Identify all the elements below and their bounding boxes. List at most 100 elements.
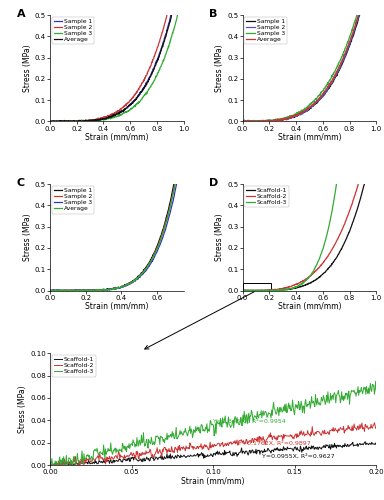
- Scaffold-1: [242, 450, 247, 456]
- Sample 1: [138, 272, 142, 278]
- Scaffold-1: [224, 450, 229, 456]
- Sample 1: [279, 116, 283, 122]
- Sample 1: [63, 288, 67, 294]
- Line: Sample 1: Sample 1: [50, 184, 174, 290]
- Average: [48, 288, 53, 294]
- Average: [356, 12, 361, 18]
- Scaffold-1: [317, 274, 322, 280]
- Sample 2: [48, 118, 52, 124]
- Scaffold-2: [203, 442, 207, 448]
- Sample 1: [357, 12, 362, 18]
- Line: Scaffold-2: Scaffold-2: [243, 184, 358, 290]
- Average: [324, 86, 328, 92]
- Scaffold-3: [373, 378, 378, 384]
- Sample 3: [48, 118, 53, 124]
- Scaffold-2: [255, 287, 259, 293]
- Sample 3: [99, 117, 103, 123]
- Sample 1: [97, 287, 101, 293]
- Average: [138, 272, 143, 278]
- Average: [139, 272, 144, 278]
- Y-axis label: Stress (MPa): Stress (MPa): [23, 44, 32, 92]
- Sample 3: [63, 118, 68, 124]
- X-axis label: Strain (mm/mm): Strain (mm/mm): [181, 476, 245, 486]
- Sample 3: [89, 288, 94, 294]
- Line: Average: Average: [50, 15, 172, 122]
- Line: Scaffold-3: Scaffold-3: [50, 381, 376, 465]
- Sample 2: [98, 288, 102, 294]
- Scaffold-1: [289, 286, 293, 292]
- Legend: Scaffold-1, Scaffold-2, Scaffold-3: Scaffold-1, Scaffold-2, Scaffold-3: [52, 355, 96, 376]
- Sample 2: [121, 104, 126, 110]
- Legend: Sample 1, Sample 2, Sample 3, Average: Sample 1, Sample 2, Sample 3, Average: [52, 186, 94, 214]
- Line: Sample 2: Sample 2: [50, 184, 175, 290]
- Sample 2: [324, 87, 329, 93]
- Sample 1: [136, 92, 141, 98]
- Scaffold-3: [48, 462, 53, 468]
- Scaffold-1: [328, 263, 333, 269]
- Average: [173, 181, 177, 187]
- Sample 1: [325, 87, 329, 93]
- Sample 2: [313, 100, 318, 106]
- Average: [240, 118, 245, 124]
- Sample 1: [135, 93, 140, 99]
- Average: [286, 116, 291, 121]
- Scaffold-1: [315, 444, 320, 450]
- Sample 3: [48, 288, 53, 294]
- Scaffold-1: [329, 262, 334, 268]
- Sample 1: [48, 118, 53, 124]
- Legend: Sample 1, Sample 2, Sample 3, Average: Sample 1, Sample 2, Sample 3, Average: [244, 17, 287, 44]
- Sample 1: [48, 118, 52, 124]
- Average: [96, 117, 101, 123]
- Sample 2: [63, 287, 68, 293]
- Sample 1: [88, 287, 93, 293]
- Line: Scaffold-1: Scaffold-1: [243, 184, 364, 290]
- Scaffold-1: [48, 462, 52, 468]
- Average: [48, 118, 52, 124]
- Scaffold-2: [278, 286, 283, 292]
- Scaffold-2: [224, 442, 229, 448]
- X-axis label: Strain (mm/mm): Strain (mm/mm): [278, 302, 341, 311]
- Scaffold-2: [205, 444, 209, 450]
- Sample 2: [325, 87, 329, 93]
- Scaffold-1: [367, 441, 371, 447]
- Scaffold-2: [48, 462, 52, 468]
- Sample 2: [132, 92, 137, 98]
- Scaffold-3: [278, 287, 282, 293]
- Line: Average: Average: [50, 184, 175, 290]
- Sample 1: [96, 116, 101, 122]
- Sample 1: [314, 100, 319, 105]
- Sample 1: [255, 118, 259, 124]
- Scaffold-3: [252, 288, 257, 294]
- Sample 3: [140, 94, 145, 100]
- Text: D: D: [209, 178, 218, 188]
- Scaffold-1: [280, 287, 285, 293]
- Sample 3: [175, 12, 180, 18]
- Sample 2: [126, 280, 131, 286]
- Sample 2: [172, 180, 177, 186]
- Scaffold-3: [241, 288, 245, 294]
- Line: Sample 2: Sample 2: [50, 14, 167, 122]
- Line: Scaffold-1: Scaffold-1: [50, 442, 376, 465]
- Average: [63, 288, 68, 294]
- Sample 3: [98, 288, 103, 294]
- Sample 1: [137, 272, 142, 278]
- Sample 2: [254, 118, 259, 124]
- Scaffold-2: [324, 256, 329, 262]
- Average: [62, 118, 67, 124]
- Scaffold-3: [334, 180, 339, 186]
- Bar: [243, 283, 271, 290]
- Sample 1: [126, 280, 130, 286]
- Scaffold-2: [374, 424, 379, 430]
- Sample 1: [169, 12, 173, 18]
- Sample 2: [139, 272, 143, 278]
- Scaffold-1: [203, 455, 207, 461]
- Sample 2: [48, 288, 52, 294]
- Scaffold-2: [242, 441, 247, 447]
- Sample 2: [86, 118, 90, 124]
- Scaffold-1: [363, 438, 367, 444]
- Average: [313, 100, 318, 105]
- Text: Y=0.0955X, R²=0.9627: Y=0.0955X, R²=0.9627: [262, 454, 335, 458]
- Scaffold-3: [300, 281, 304, 287]
- Sample 1: [240, 118, 245, 124]
- X-axis label: Strain (mm/mm): Strain (mm/mm): [278, 133, 341, 142]
